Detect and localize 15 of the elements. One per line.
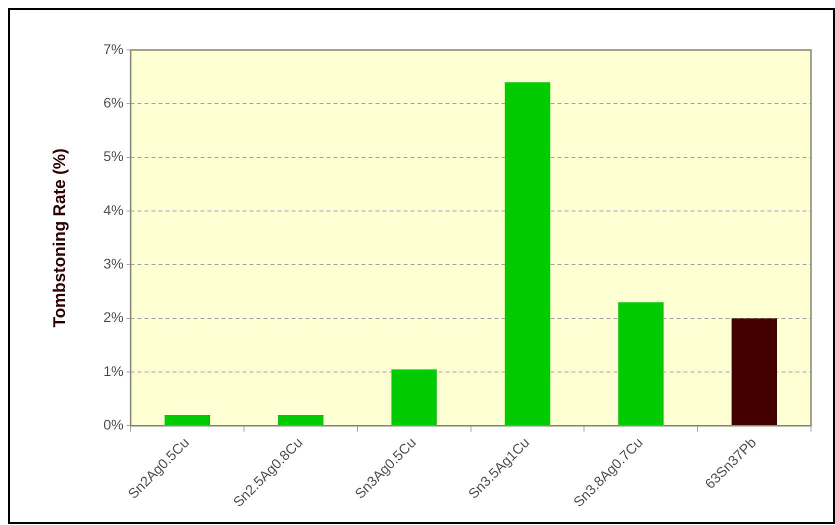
bar [391,369,437,426]
bar [164,414,210,426]
y-tick-label: 7% [103,40,124,57]
y-tick-label: 0% [103,416,124,433]
y-tick-label: 1% [103,362,124,379]
y-tick-label: 4% [103,202,124,218]
bar [732,318,777,426]
bar [504,82,550,426]
y-tick-label: 5% [103,148,124,164]
y-tick-label: 3% [103,256,124,272]
y-axis-title: Tombstoning Rate (%) [50,148,69,328]
y-tick-label: 2% [103,309,124,326]
y-tick-label: 6% [103,94,124,111]
bar [278,414,324,426]
bar [618,302,664,426]
